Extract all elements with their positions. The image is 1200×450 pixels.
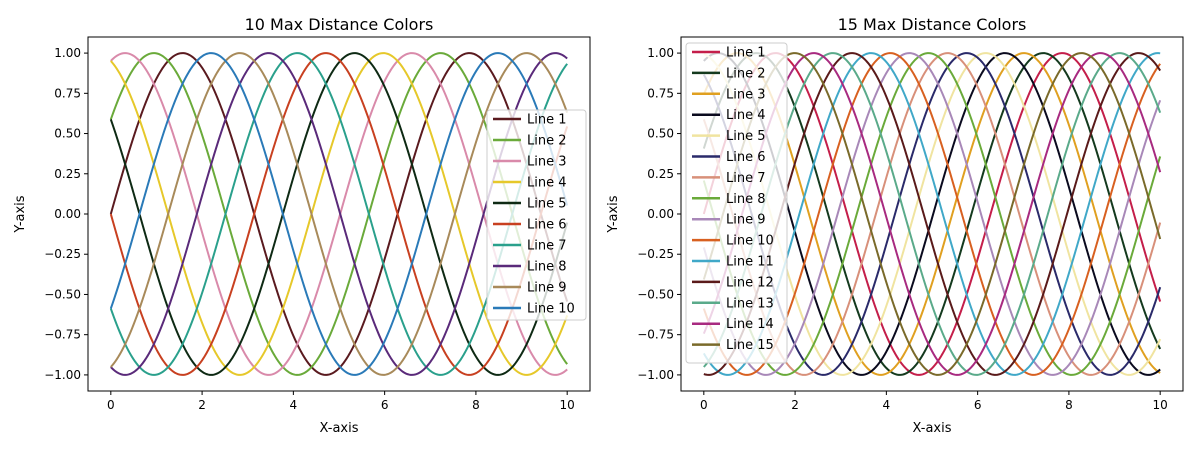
chart-right: 15 Max Distance Colors X-axis Y-axis 0 2 4…: [606, 15, 1184, 436]
legend-label: Line 1: [527, 113, 567, 128]
legend-label: Line 10: [527, 302, 575, 317]
chart-title: 15 Max Distance Colors: [838, 15, 1027, 34]
y-tick-label: 0.00: [647, 207, 674, 221]
legend-label: Line 4: [726, 108, 766, 123]
series-line-10: [109, 52, 569, 376]
x-tick-label: 4: [290, 398, 298, 412]
legend-label: Line 9: [527, 281, 567, 296]
tick-layer: 0 2 4 6 8 10 −1.00 −0.75 −0.50 −0.25 0.00 0.25 0.50 0…: [637, 46, 1168, 412]
y-tick-label: 0.25: [54, 167, 81, 181]
legend-label: Line 9: [726, 213, 766, 228]
series-line-4: [110, 52, 569, 376]
legend-label: Line 7: [527, 239, 567, 254]
legend-label: Line 6: [527, 218, 567, 233]
y-tick-label: −0.75: [637, 328, 674, 342]
x-tick-label: 2: [791, 398, 799, 412]
chart-left: 10 Max Distance Colors X-axis Y-axis 0 2 4…: [13, 15, 591, 436]
x-tick-label: 6: [974, 398, 982, 412]
chart-title: 10 Max Distance Colors: [245, 15, 434, 34]
legend-label: Line 2: [527, 134, 567, 149]
x-tick-label: 0: [107, 398, 115, 412]
y-tick-label: 0.25: [647, 167, 674, 181]
plot-frame: [680, 36, 1184, 392]
legend-box: [486, 109, 587, 321]
y-tick-label: −0.50: [637, 287, 674, 301]
legend-label: Line 2: [726, 66, 766, 81]
x-tick-label: 2: [198, 398, 206, 412]
x-tick-label: 10: [560, 398, 575, 412]
series-line-1: [109, 52, 569, 376]
y-tick-label: −1.00: [44, 368, 81, 382]
legend-label: Line 5: [527, 197, 567, 212]
tick-layer: 0 2 4 6 8 10 −1.00 −0.75 −0.50 −0.25 0.00 0.25 0.50 0…: [44, 46, 575, 412]
legend: Line 1 Line 2 Line 3 Line 4 Line 5 Line 6 Line…: [685, 42, 788, 364]
x-axis-label: X-axis: [913, 421, 952, 436]
legend-label: Line 3: [726, 87, 766, 102]
y-axis-label: Y-axis: [606, 195, 621, 233]
x-tick-label: 8: [1065, 398, 1073, 412]
legend-label: Line 8: [527, 260, 567, 275]
y-tick-label: −1.00: [637, 368, 674, 382]
y-tick-label: 0.50: [54, 127, 81, 141]
legend-label: Line 1: [726, 46, 766, 61]
legend-label: Line 8: [726, 192, 766, 207]
y-tick-label: 1.00: [54, 46, 81, 60]
x-tick-label: 0: [700, 398, 708, 412]
y-tick-label: −0.50: [44, 287, 81, 301]
legend-label: Line 11: [726, 255, 774, 270]
x-tick-label: 4: [883, 398, 891, 412]
y-tick-label: 1.00: [647, 46, 674, 60]
y-axis-label: Y-axis: [13, 195, 28, 233]
legend-label: Line 6: [726, 150, 766, 165]
y-tick-label: 0.75: [647, 86, 674, 100]
legend-label: Line 3: [527, 155, 567, 170]
legend: Line 1 Line 2 Line 3 Line 4 Line 5 Line 6 Line…: [486, 109, 587, 321]
series-line-8: [702, 52, 1162, 376]
legend-label: Line 10: [726, 234, 774, 249]
x-tick-label: 10: [1153, 398, 1168, 412]
series-line-6: [109, 52, 569, 376]
series-line-9: [702, 52, 1162, 376]
legend-label: Line 4: [527, 176, 567, 191]
legend-label: Line 14: [726, 317, 774, 332]
plot-frame: [87, 36, 591, 392]
legend-label: Line 15: [726, 338, 774, 353]
x-tick-label: 6: [381, 398, 389, 412]
x-axis-label: X-axis: [320, 421, 359, 436]
y-tick-label: 0.50: [647, 127, 674, 141]
x-tick-label: 8: [472, 398, 480, 412]
series-line-9: [110, 52, 569, 376]
y-tick-label: −0.25: [637, 247, 674, 261]
y-tick-label: −0.75: [44, 328, 81, 342]
y-tick-label: 0.00: [54, 207, 81, 221]
y-tick-label: −0.25: [44, 247, 81, 261]
legend-label: Line 13: [726, 296, 774, 311]
y-tick-label: 0.75: [54, 86, 81, 100]
legend-label: Line 12: [726, 275, 774, 290]
legend-label: Line 5: [726, 129, 766, 144]
legend-label: Line 7: [726, 171, 766, 186]
series-line-5: [109, 52, 569, 376]
